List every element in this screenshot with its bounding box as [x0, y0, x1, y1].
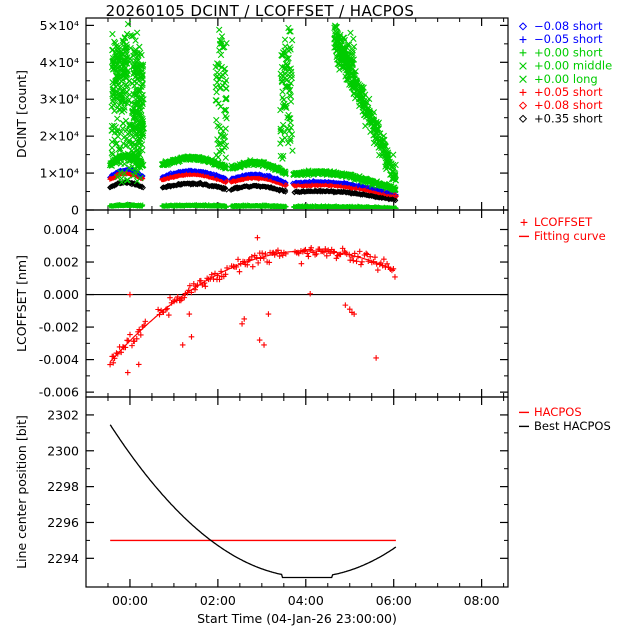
svg-text:+0.35 short: +0.35 short — [534, 111, 603, 125]
svg-text:02:00: 02:00 — [200, 593, 236, 608]
svg-text:+0.00 short: +0.00 short — [534, 45, 603, 59]
svg-text:2296: 2296 — [47, 515, 79, 530]
svg-text:2298: 2298 — [47, 479, 79, 494]
svg-text:−0.05 short: −0.05 short — [534, 32, 603, 46]
svg-text:+0.05 short: +0.05 short — [534, 85, 603, 99]
svg-text:4×10⁴: 4×10⁴ — [40, 55, 79, 70]
svg-text:3×10⁴: 3×10⁴ — [40, 92, 79, 107]
svg-text:LCOFFSET: LCOFFSET — [534, 215, 593, 229]
svg-text:2×10⁴: 2×10⁴ — [40, 129, 79, 144]
svg-text:HACPOS: HACPOS — [534, 405, 582, 419]
page-title: 20260105 DCINT / LCOFFSET / HACPOS — [105, 2, 415, 20]
svg-text:04:00: 04:00 — [288, 593, 324, 608]
svg-text:-0.006: -0.006 — [39, 385, 79, 400]
svg-text:0: 0 — [71, 203, 79, 218]
svg-text:+0.08 short: +0.08 short — [534, 98, 603, 112]
svg-text:+0.00 long: +0.00 long — [534, 72, 598, 86]
svg-text:Fitting curve: Fitting curve — [534, 229, 606, 243]
svg-text:1×10⁴: 1×10⁴ — [40, 166, 79, 181]
svg-text:−0.08 short: −0.08 short — [534, 19, 603, 33]
svg-text:-0.002: -0.002 — [39, 320, 79, 335]
svg-text:0.002: 0.002 — [43, 255, 79, 270]
svg-text:0.004: 0.004 — [43, 222, 79, 237]
svg-text:+0.00 middle: +0.00 middle — [534, 59, 612, 73]
svg-text:2302: 2302 — [47, 407, 79, 422]
svg-text:Best HACPOS: Best HACPOS — [534, 419, 611, 433]
svg-text:5×10⁴: 5×10⁴ — [40, 18, 79, 33]
svg-text:06:00: 06:00 — [376, 593, 412, 608]
svg-text:Start Time (04-Jan-26 23:00:00: Start Time (04-Jan-26 23:00:00) — [197, 611, 397, 626]
svg-text:08:00: 08:00 — [464, 593, 500, 608]
svg-text:LCOFFSET [nm]: LCOFFSET [nm] — [14, 255, 29, 352]
svg-text:2300: 2300 — [47, 443, 79, 458]
svg-text:0.000: 0.000 — [43, 287, 79, 302]
svg-text:Line center position [bit]: Line center position [bit] — [14, 415, 29, 569]
svg-text:2294: 2294 — [47, 551, 79, 566]
svg-text:-0.004: -0.004 — [39, 352, 79, 367]
svg-text:DCINT [count]: DCINT [count] — [14, 70, 29, 158]
svg-text:00:00: 00:00 — [112, 593, 148, 608]
